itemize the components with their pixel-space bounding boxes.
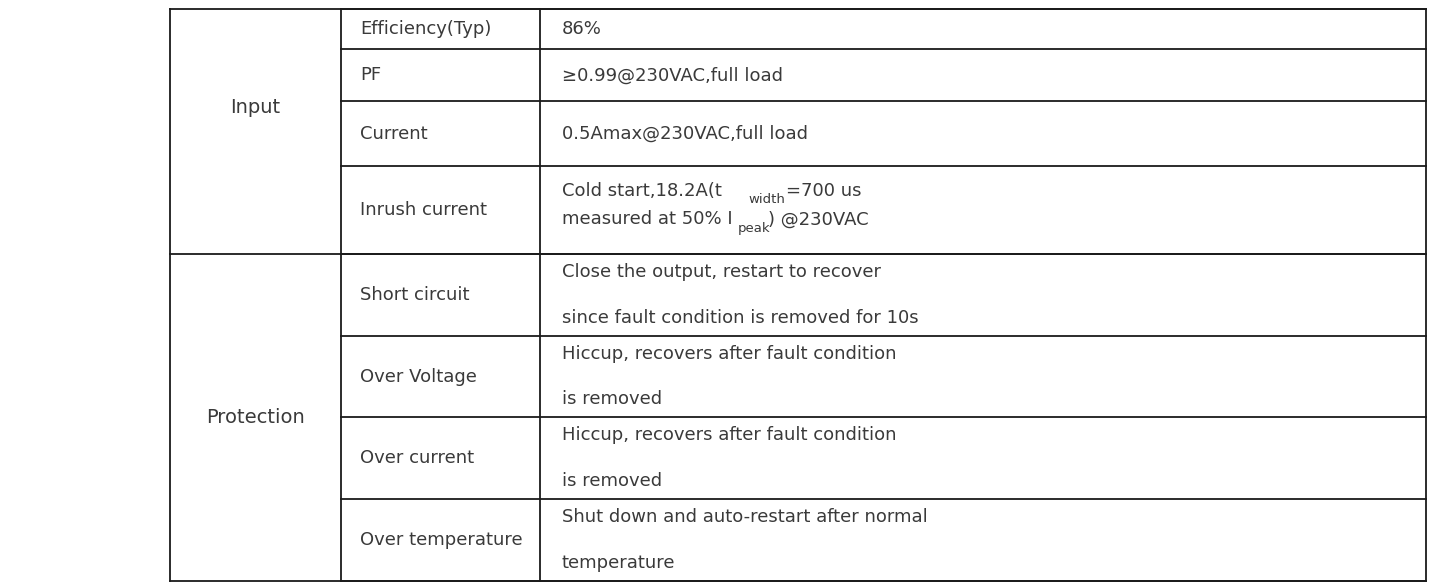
Text: 86%: 86% <box>562 20 602 38</box>
Text: Over temperature: Over temperature <box>360 531 523 549</box>
Text: PF: PF <box>360 66 382 85</box>
Text: Hiccup, recovers after fault condition: Hiccup, recovers after fault condition <box>562 426 896 444</box>
Text: Short circuit: Short circuit <box>360 286 469 303</box>
Text: since fault condition is removed for 10s: since fault condition is removed for 10s <box>562 309 919 326</box>
Text: is removed: is removed <box>562 390 662 409</box>
Text: Hiccup, recovers after fault condition: Hiccup, recovers after fault condition <box>562 345 896 363</box>
Text: Cold start,18.2A(t: Cold start,18.2A(t <box>562 181 721 200</box>
Text: ) @230VAC: ) @230VAC <box>768 211 868 228</box>
Text: Protection: Protection <box>206 408 305 427</box>
Text: Over Voltage: Over Voltage <box>360 367 477 386</box>
Text: Inrush current: Inrush current <box>360 201 487 219</box>
Text: is removed: is removed <box>562 473 662 490</box>
Text: =700 us: =700 us <box>786 181 861 200</box>
Text: Over current: Over current <box>360 450 474 467</box>
Text: ≥0.99@230VAC,full load: ≥0.99@230VAC,full load <box>562 66 782 85</box>
Text: temperature: temperature <box>562 554 675 572</box>
Text: measured at 50% I: measured at 50% I <box>562 211 732 228</box>
Text: 0.5Amax@230VAC,full load: 0.5Amax@230VAC,full load <box>562 125 808 143</box>
Text: Shut down and auto-restart after normal: Shut down and auto-restart after normal <box>562 508 927 527</box>
Text: Close the output, restart to recover: Close the output, restart to recover <box>562 263 881 281</box>
Text: width: width <box>749 193 785 205</box>
Text: Input: Input <box>230 98 281 117</box>
Text: Current: Current <box>360 125 428 143</box>
Text: Efficiency(Typ): Efficiency(Typ) <box>360 20 491 38</box>
Text: peak: peak <box>737 221 770 234</box>
